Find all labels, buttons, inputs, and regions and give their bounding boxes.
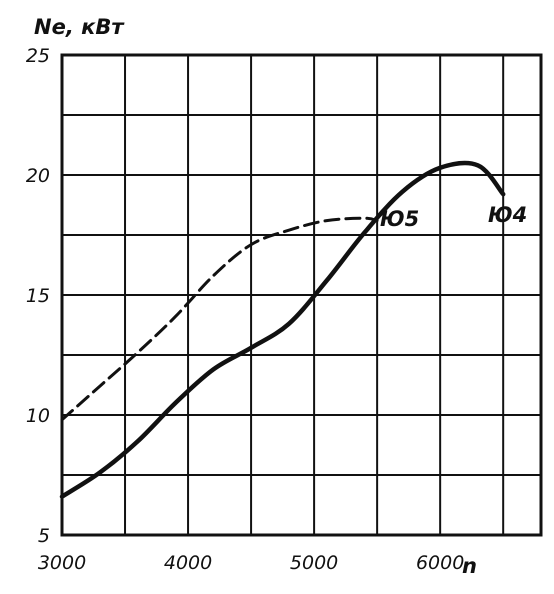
y-tick-label: 20: [26, 165, 50, 187]
plot-frame: [60, 53, 543, 537]
x-tick-label: 5000: [290, 552, 338, 574]
x-tick-label: 6000: [416, 552, 464, 574]
x-axis-title: n: [462, 554, 477, 578]
y-tick-label: 25: [26, 45, 50, 67]
series-line-yu4: [59, 160, 506, 499]
tick-labels: 5 10 15 20 25 3000 4000 5000 6000: [26, 45, 465, 574]
series-lines: [59, 160, 506, 499]
series-label-yu5: Ю5: [380, 207, 419, 231]
x-tick-label: 4000: [164, 552, 212, 574]
x-tick-label: 3000: [38, 552, 86, 574]
y-tick-label: 15: [26, 285, 50, 307]
y-axis-title: Ne, кВт: [34, 15, 125, 39]
y-tick-label: 10: [26, 405, 50, 427]
series-label-yu4: Ю4: [488, 203, 527, 227]
grid: [60, 53, 543, 537]
y-tick-label: 5: [38, 525, 50, 547]
series-line-yu5: [60, 216, 379, 422]
